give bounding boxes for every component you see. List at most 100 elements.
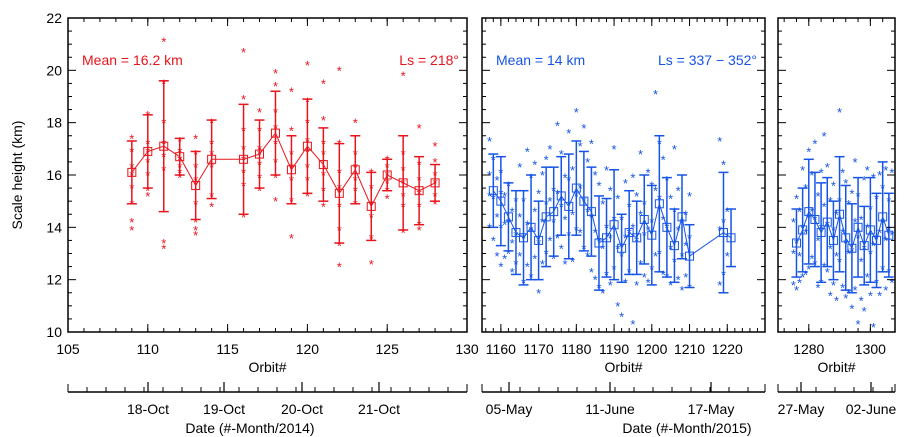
data-point: * [649,178,654,193]
mean-marker [639,214,649,224]
data-point: * [305,189,310,204]
data-point: * [540,215,545,230]
data-point: * [433,176,438,191]
data-point: * [177,152,182,167]
data-point: * [825,265,830,280]
data-point: * [289,124,294,139]
data-point: * [672,254,677,269]
data-point: * [642,270,647,285]
data-point: * [729,0,734,3]
data-point: * [289,173,294,188]
data-point: * [401,226,406,241]
data-point: * [578,226,583,241]
mean-marker [872,235,882,245]
data-point: * [645,275,650,290]
data-point: * [645,165,650,180]
data-point: * [865,220,870,235]
data-point: * [305,95,310,110]
date-axis-label: Date (#-Month/2015) [622,420,751,436]
data-point: * [401,69,406,84]
mean-marker [127,167,137,177]
data-point: * [129,144,134,159]
data-point: * [834,294,839,309]
data-point: * [822,199,827,214]
x-tick-label: 1200 [636,341,667,357]
data-point: * [717,134,722,149]
data-point: * [880,262,885,277]
data-point: * [840,165,845,180]
data-point: * [532,252,537,267]
data-point: * [551,215,556,230]
data-point: * [161,76,166,91]
x-tick-label: 130 [455,341,479,357]
data-point: * [536,236,541,251]
data-point: * [161,116,166,131]
data-point: * [177,134,182,149]
data-point: * [604,220,609,235]
data-point: * [865,270,870,285]
data-point: * [193,215,198,230]
data-point: * [634,189,639,204]
data-point: * [642,228,647,243]
mean-marker [549,207,559,217]
data-point: * [337,181,342,196]
x-axis-label: Orbit# [248,359,286,375]
data-point: * [634,233,639,248]
data-point: * [856,231,861,246]
data-point: * [209,199,214,214]
data-point: * [145,189,150,204]
data-point: * [129,223,134,238]
data-point: * [417,121,422,136]
data-point: * [385,168,390,183]
data-point: * [797,249,802,264]
data-point: * [889,275,894,290]
data-point: * [570,207,575,222]
data-point: * [525,218,530,233]
data-point: * [856,317,861,332]
data-point: * [883,283,888,298]
data-point: * [369,231,374,246]
data-point: * [840,281,845,296]
data-point: * [871,239,876,254]
data-point: * [886,265,891,280]
data-point: * [273,66,278,81]
data-point: * [865,163,870,178]
data-point: * [843,291,848,306]
data-point: * [630,171,635,186]
data-point: * [129,181,134,196]
data-point: * [161,150,166,165]
y-tick-label: 20 [46,62,62,78]
data-point: * [289,194,294,209]
mean-marker [853,222,863,232]
data-point: * [337,239,342,254]
data-point: * [679,215,684,230]
data-point: * [562,171,567,186]
data-point: * [679,249,684,264]
data-point: * [559,199,564,214]
data-point: * [369,210,374,225]
data-point: * [683,239,688,254]
data-point: * [289,147,294,162]
mean-marker [511,228,521,238]
mean-marker [859,241,869,251]
data-point: * [433,189,438,204]
data-point: * [846,247,851,262]
data-point: * [812,137,817,152]
x-tick-label: 115 [216,341,239,357]
data-point: * [717,278,722,293]
data-point: * [502,252,507,267]
data-point: * [615,299,620,314]
data-point: * [273,155,278,170]
data-point: * [562,257,567,272]
data-point: * [608,231,613,246]
mean-annotation: Mean = 14 km [496,52,585,68]
data-point: * [664,173,669,188]
mean-marker [286,165,296,175]
data-point: * [562,212,567,227]
data-point: * [634,278,639,293]
date-tick-label: 11-June [585,401,635,417]
data-point: * [661,267,666,282]
data-point: * [385,192,390,207]
x-tick-label: 105 [56,341,80,357]
ls-annotation: Ls = 337 − 352° [658,52,757,68]
